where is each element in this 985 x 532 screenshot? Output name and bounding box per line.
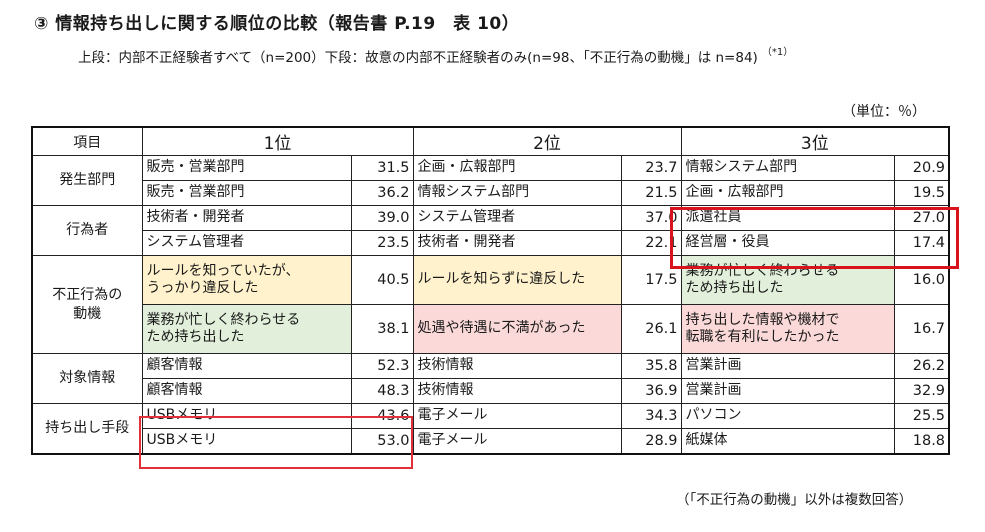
cell-rank2-value: 26.1 bbox=[620, 304, 682, 354]
header-row: 項目 1位 2位 3位 bbox=[31, 126, 950, 156]
cell-rank1-label: 顧客情報 bbox=[141, 353, 352, 379]
table-row: 発生部門 販売・営業部門 31.5 企画・広報部門 23.7 情報システム部門 … bbox=[31, 155, 950, 206]
cell-rank3-value: 27.0 bbox=[893, 205, 950, 231]
cell-rank2-label: 情報システム部門 bbox=[412, 180, 622, 206]
header-rank3: 3位 bbox=[680, 126, 950, 156]
cell-rank1-label: USBメモリ bbox=[141, 428, 352, 455]
subtitle-note: （*1） bbox=[761, 47, 794, 58]
table-row: 持ち出し手段 USBメモリ 43.6 電子メール 34.3 パソコン 25.5 bbox=[31, 403, 950, 455]
cell-rank2-label: システム管理者 bbox=[412, 205, 622, 231]
category-actor: 行為者 bbox=[31, 205, 143, 256]
cell-text-line2: ため持ち出した bbox=[685, 280, 784, 296]
table-row: USBメモリ 53.0 電子メール 28.9 紙媒体 18.8 bbox=[32, 428, 950, 455]
cell-rank2-value: 34.3 bbox=[620, 403, 682, 429]
footnote: （「不正行為の動機」以外は複数回答） bbox=[676, 492, 913, 508]
cell-rank2-label: 電子メール bbox=[412, 403, 622, 429]
cell-rank3-label: 営業計画 bbox=[680, 378, 895, 404]
cell-rank3-value: 16.7 bbox=[893, 304, 950, 354]
cell-rank1-value: 43.6 bbox=[350, 403, 414, 429]
cell-rank2-value: 37.0 bbox=[620, 205, 682, 231]
category-target-info: 対象情報 bbox=[31, 353, 143, 404]
cell-rank1-label: ルールを知っていたが、 うっかり違反した bbox=[141, 255, 352, 305]
table-row: システム管理者 23.5 技術者・開発者 22.1 経営層・役員 17.4 bbox=[32, 230, 950, 256]
category-method: 持ち出し手段 bbox=[31, 403, 143, 455]
cell-rank1-label: システム管理者 bbox=[141, 230, 352, 256]
cell-text-line1: 業務が忙しく終わらせる bbox=[146, 311, 301, 328]
cell-rank3-label: パソコン bbox=[680, 403, 895, 429]
cell-rank1-value: 48.3 bbox=[350, 378, 414, 404]
comparison-table: 項目 1位 2位 3位 発生部門 販売・営業部門 31.5 企画・広報部門 23… bbox=[31, 126, 951, 455]
subtitle-text: 上段：内部不正経験者すべて（n=200）下段：故意の内部不正経験者のみ(n=98… bbox=[78, 50, 758, 66]
category-motive-line2: 動機 bbox=[73, 305, 102, 322]
cell-text-line1: 持ち出した情報や機材で bbox=[685, 311, 840, 328]
cell-text-line2: うっかり違反した bbox=[146, 280, 259, 296]
cell-rank1-label: USBメモリ bbox=[141, 403, 352, 429]
cell-rank2-value: 21.5 bbox=[620, 180, 682, 206]
cell-rank2-label: 処遇や待遇に不満があった bbox=[412, 304, 622, 354]
header-rank2: 2位 bbox=[412, 126, 682, 156]
cell-rank3-value: 18.8 bbox=[893, 428, 950, 455]
cell-rank3-label: 企画・広報部門 bbox=[680, 180, 895, 206]
cell-rank3-label: 情報システム部門 bbox=[680, 155, 895, 181]
cell-text-line1: ルールを知っていたが、 bbox=[146, 262, 300, 279]
cell-rank3-value: 19.5 bbox=[893, 180, 950, 206]
cell-rank2-value: 36.9 bbox=[620, 378, 682, 404]
cell-rank1-label: 業務が忙しく終わらせる ため持ち出した bbox=[141, 304, 352, 354]
cell-rank1-value: 39.0 bbox=[350, 205, 414, 231]
subtitle: 上段：内部不正経験者すべて（n=200）下段：故意の内部不正経験者のみ(n=98… bbox=[78, 46, 793, 66]
cell-rank2-label: 技術情報 bbox=[412, 378, 622, 404]
cell-rank2-label: 企画・広報部門 bbox=[412, 155, 622, 181]
cell-rank1-value: 31.5 bbox=[350, 155, 414, 181]
cell-rank1-value: 52.3 bbox=[350, 353, 414, 379]
cell-rank3-label: 派遣社員 bbox=[680, 205, 895, 231]
cell-rank2-label: 技術者・開発者 bbox=[412, 230, 622, 256]
cell-rank1-value: 23.5 bbox=[350, 230, 414, 256]
cell-rank3-value: 32.9 bbox=[893, 378, 950, 404]
cell-rank2-label: 電子メール bbox=[412, 428, 622, 455]
header-item: 項目 bbox=[31, 126, 143, 156]
cell-rank1-value: 38.1 bbox=[350, 304, 414, 354]
cell-rank1-value: 40.5 bbox=[350, 255, 414, 305]
cell-rank2-value: 35.8 bbox=[620, 353, 682, 379]
cell-rank3-value: 16.0 bbox=[893, 255, 950, 305]
table-row: 不正行為の 動機 ルールを知っていたが、 うっかり違反した 40.5 ルールを知… bbox=[31, 255, 950, 354]
cell-rank3-label: 持ち出した情報や機材で 転職を有利にしたかった bbox=[680, 304, 895, 354]
table-row: 業務が忙しく終わらせる ため持ち出した 38.1 処遇や待遇に不満があった 26… bbox=[32, 304, 950, 354]
cell-rank2-label: 技術情報 bbox=[412, 353, 622, 379]
cell-rank2-value: 28.9 bbox=[620, 428, 682, 455]
unit-label: （単位：％） bbox=[842, 104, 926, 120]
category-department: 発生部門 bbox=[31, 155, 143, 206]
table-row: 販売・営業部門 36.2 情報システム部門 21.5 企画・広報部門 19.5 bbox=[32, 180, 950, 206]
cell-rank1-value: 36.2 bbox=[350, 180, 414, 206]
cell-rank1-label: 顧客情報 bbox=[141, 378, 352, 404]
cell-rank3-value: 26.2 bbox=[893, 353, 950, 379]
cell-rank2-value: 22.1 bbox=[620, 230, 682, 256]
cell-rank2-value: 23.7 bbox=[620, 155, 682, 181]
cell-rank1-label: 技術者・開発者 bbox=[141, 205, 352, 231]
cell-rank1-label: 販売・営業部門 bbox=[141, 155, 352, 181]
cell-rank2-value: 17.5 bbox=[620, 255, 682, 305]
cell-text-line2: ため持ち出した bbox=[146, 329, 245, 345]
page-title: ③ 情報持ち出しに関する順位の比較（報告書 P.19 表 10） bbox=[34, 14, 520, 34]
cell-rank2-label: ルールを知らずに違反した bbox=[412, 255, 622, 305]
cell-rank1-label: 販売・営業部門 bbox=[141, 180, 352, 206]
cell-rank3-value: 20.9 bbox=[893, 155, 950, 181]
cell-text-line1: 業務が忙しく終わらせる bbox=[685, 262, 840, 279]
category-motive: 不正行為の 動機 bbox=[31, 255, 143, 354]
header-rank1: 1位 bbox=[141, 126, 414, 156]
cell-rank3-value: 25.5 bbox=[893, 403, 950, 429]
cell-rank3-value: 17.4 bbox=[893, 230, 950, 256]
category-motive-line1: 不正行為の bbox=[52, 286, 123, 303]
cell-rank3-label: 経営層・役員 bbox=[680, 230, 895, 256]
table-row: 行為者 技術者・開発者 39.0 システム管理者 37.0 派遣社員 27.0 bbox=[31, 205, 950, 256]
cell-rank1-value: 53.0 bbox=[350, 428, 414, 455]
cell-rank3-label: 紙媒体 bbox=[680, 428, 895, 455]
table-row: 対象情報 顧客情報 52.3 技術情報 35.8 営業計画 26.2 bbox=[31, 353, 950, 404]
cell-text-line2: 転職を有利にしたかった bbox=[685, 329, 840, 345]
cell-rank3-label: 営業計画 bbox=[680, 353, 895, 379]
cell-rank3-label: 業務が忙しく終わらせる ため持ち出した bbox=[680, 255, 895, 305]
table-row: 顧客情報 48.3 技術情報 36.9 営業計画 32.9 bbox=[32, 378, 950, 404]
